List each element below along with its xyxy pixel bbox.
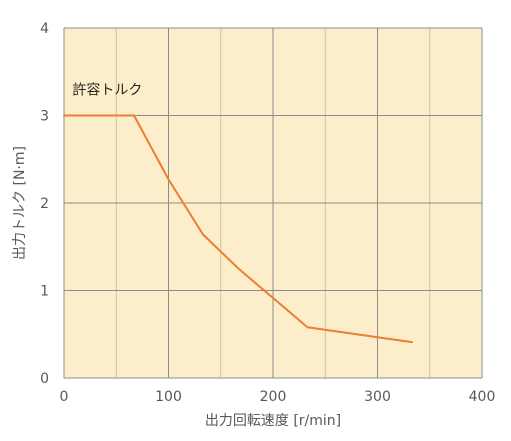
x-tick-label: 200: [260, 389, 287, 405]
x-tick-label: 300: [364, 389, 391, 405]
y-axis-label: 出力トルク [N·m]: [12, 146, 28, 260]
x-axis-label: 出力回転速度 [r/min]: [205, 413, 341, 429]
y-tick-label: 2: [40, 196, 49, 212]
y-tick-label: 3: [40, 109, 49, 125]
series-line: [63, 114, 413, 344]
y-tick-label: 0: [40, 371, 49, 387]
x-tick-label: 100: [155, 389, 182, 405]
x-tick-label: 400: [469, 389, 496, 405]
major-gridlines: [63, 27, 483, 379]
y-tick-label: 1: [40, 284, 49, 300]
annotation-label: 許容トルク: [72, 81, 142, 98]
y-axis-ticks: 0 1 2 3 4: [40, 21, 49, 387]
x-axis-ticks: 0 100 200 300 400: [60, 389, 496, 405]
x-tick-label: 0: [60, 389, 69, 405]
y-tick-label: 4: [40, 21, 49, 37]
annotation-layer: 許容トルク: [72, 81, 142, 98]
series-layer: [63, 114, 413, 344]
